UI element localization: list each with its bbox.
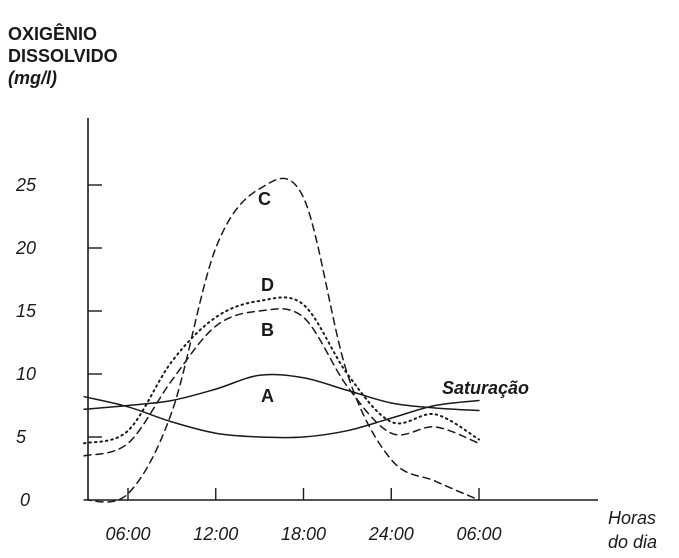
- series-lines: [83, 177, 480, 503]
- y-tick-label: 5: [16, 427, 27, 447]
- series-label-b: B: [261, 320, 274, 340]
- x-axis-title-line-2: do dia: [608, 532, 657, 552]
- y-ticks: 0 5 10 15 20 25: [15, 175, 102, 510]
- series-line-b: [83, 308, 480, 457]
- y-axis-title: OXIGÊNIO DISSOLVIDO (mg/l): [8, 23, 118, 88]
- series-line-c: [83, 177, 480, 503]
- series-line-a: [83, 373, 480, 412]
- x-ticks: 06:00 12:00 18:00 24:00 06:00: [105, 488, 502, 544]
- series-label-c: C: [258, 189, 271, 209]
- series-label-a: A: [261, 386, 274, 406]
- x-tick-label: 18:00: [281, 524, 326, 544]
- series-label-d: D: [261, 275, 274, 295]
- y-axis-title-line-2: DISSOLVIDO: [8, 46, 118, 66]
- x-tick-label: 12:00: [193, 524, 238, 544]
- y-tick-label: 25: [15, 175, 37, 195]
- x-tick-label: 06:00: [105, 524, 150, 544]
- x-axis-title: Horas do dia: [608, 508, 657, 552]
- series-label-satura-o: Saturação: [442, 378, 529, 398]
- series-line-d: [83, 296, 480, 445]
- y-tick-label: 20: [15, 238, 36, 258]
- x-axis-title-line-1: Horas: [608, 508, 656, 528]
- y-axis-title-line-1: OXIGÊNIO: [8, 23, 97, 44]
- series-line-satura-o: [83, 395, 480, 439]
- series-labels: A Saturação B C D: [258, 189, 529, 406]
- x-tick-label: 06:00: [456, 524, 501, 544]
- y-tick-label: 0: [20, 490, 30, 510]
- y-tick-label: 10: [16, 364, 36, 384]
- y-axis-title-line-3: (mg/l): [8, 68, 57, 88]
- y-tick-label: 15: [16, 301, 37, 321]
- x-tick-label: 24:00: [368, 524, 414, 544]
- axes: [87, 118, 598, 501]
